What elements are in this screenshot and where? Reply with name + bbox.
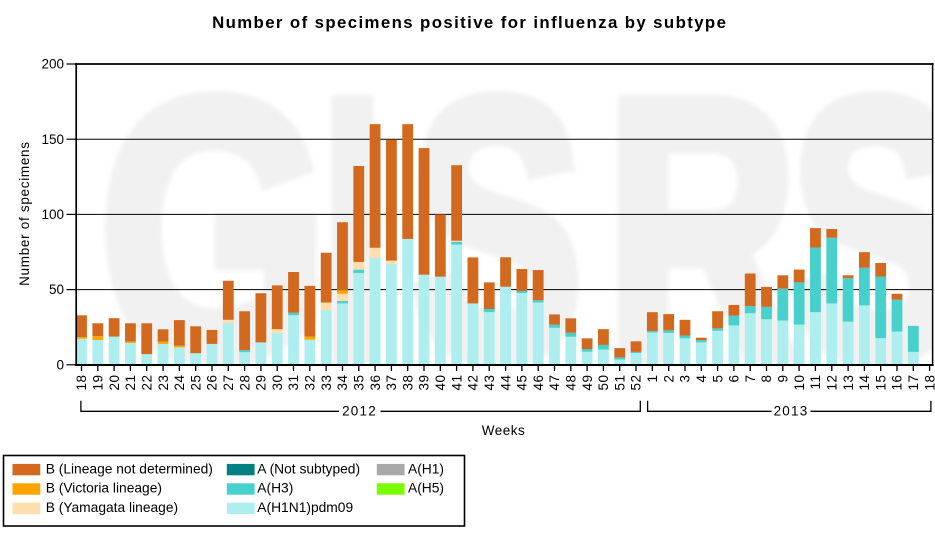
svg-text:7: 7 xyxy=(743,375,758,383)
svg-text:5: 5 xyxy=(710,375,725,383)
svg-text:A (Not subtyped): A (Not subtyped) xyxy=(257,461,360,476)
svg-text:Weeks: Weeks xyxy=(482,423,526,438)
svg-text:10: 10 xyxy=(792,375,807,391)
svg-text:8: 8 xyxy=(759,375,774,383)
svg-text:45: 45 xyxy=(515,375,530,391)
svg-text:42: 42 xyxy=(466,375,481,391)
svg-text:46: 46 xyxy=(531,375,546,391)
svg-text:200: 200 xyxy=(41,57,64,72)
svg-text:3: 3 xyxy=(678,375,693,383)
svg-text:50: 50 xyxy=(596,375,611,391)
svg-text:22: 22 xyxy=(139,375,154,391)
svg-text:150: 150 xyxy=(41,132,64,147)
svg-text:34: 34 xyxy=(335,375,350,391)
svg-text:29: 29 xyxy=(254,375,269,391)
svg-text:36: 36 xyxy=(368,375,383,391)
svg-text:14: 14 xyxy=(857,375,872,391)
svg-text:19: 19 xyxy=(91,375,106,391)
svg-text:20: 20 xyxy=(107,375,122,391)
svg-text:18: 18 xyxy=(74,375,89,391)
svg-text:11: 11 xyxy=(808,375,823,390)
svg-text:38: 38 xyxy=(400,375,415,391)
svg-text:16: 16 xyxy=(890,375,905,391)
svg-text:21: 21 xyxy=(123,375,138,391)
svg-text:48: 48 xyxy=(564,375,579,391)
svg-text:50: 50 xyxy=(49,282,64,297)
svg-text:44: 44 xyxy=(498,375,513,391)
svg-text:35: 35 xyxy=(352,375,367,391)
svg-text:52: 52 xyxy=(629,375,644,391)
svg-text:32: 32 xyxy=(303,375,318,391)
svg-text:43: 43 xyxy=(482,375,497,391)
svg-text:49: 49 xyxy=(580,375,595,391)
svg-text:15: 15 xyxy=(873,375,888,391)
svg-text:Number of specimens: Number of specimens xyxy=(17,141,32,286)
svg-text:6: 6 xyxy=(727,375,742,383)
svg-text:A(H3): A(H3) xyxy=(257,481,293,496)
svg-text:24: 24 xyxy=(172,375,187,391)
svg-text:31: 31 xyxy=(286,375,301,391)
svg-text:28: 28 xyxy=(237,375,252,391)
svg-text:B (Victoria lineage): B (Victoria lineage) xyxy=(46,481,162,496)
svg-text:40: 40 xyxy=(433,375,448,391)
svg-text:A(H1N1)pdm09: A(H1N1)pdm09 xyxy=(257,500,353,515)
svg-text:33: 33 xyxy=(319,375,334,391)
svg-text:37: 37 xyxy=(384,375,399,391)
svg-text:A(H1): A(H1) xyxy=(408,461,444,476)
svg-text:47: 47 xyxy=(547,375,562,391)
svg-text:39: 39 xyxy=(417,375,432,391)
svg-text:25: 25 xyxy=(188,375,203,391)
svg-text:1: 1 xyxy=(645,375,660,383)
svg-text:Number of specimens positive f: Number of specimens positive for influen… xyxy=(212,13,727,32)
svg-text:17: 17 xyxy=(906,375,921,391)
svg-text:9: 9 xyxy=(776,375,791,383)
svg-text:12: 12 xyxy=(825,375,840,391)
svg-text:18: 18 xyxy=(922,375,935,391)
svg-text:0: 0 xyxy=(56,357,64,372)
svg-text:2012: 2012 xyxy=(342,404,377,419)
svg-text:13: 13 xyxy=(841,375,856,391)
svg-text:2: 2 xyxy=(661,375,676,383)
svg-text:23: 23 xyxy=(156,375,171,391)
svg-text:2013: 2013 xyxy=(774,404,809,419)
svg-text:A(H5): A(H5) xyxy=(408,481,444,496)
svg-text:B (Yamagata lineage): B (Yamagata lineage) xyxy=(46,500,178,515)
svg-text:41: 41 xyxy=(449,375,464,391)
svg-text:27: 27 xyxy=(221,375,236,391)
svg-text:B (Lineage not determined): B (Lineage not determined) xyxy=(46,461,213,476)
svg-text:30: 30 xyxy=(270,375,285,391)
svg-text:4: 4 xyxy=(694,375,709,383)
svg-text:100: 100 xyxy=(41,207,64,222)
svg-text:51: 51 xyxy=(612,375,627,391)
svg-text:26: 26 xyxy=(205,375,220,391)
